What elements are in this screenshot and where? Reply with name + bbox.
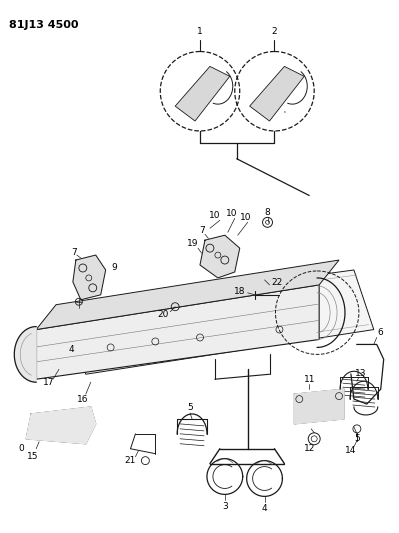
Text: 13: 13 [355,369,367,378]
Text: 6: 6 [378,328,383,337]
Polygon shape [175,67,230,121]
Text: 5: 5 [187,402,193,411]
Text: 10: 10 [209,211,221,220]
Text: 11: 11 [304,375,315,384]
Text: 4: 4 [68,345,74,354]
Text: 21: 21 [125,456,136,465]
Text: 20: 20 [158,310,169,319]
Text: 12: 12 [304,444,315,453]
Text: 19: 19 [187,239,199,248]
Text: 3: 3 [222,502,228,511]
Text: 2: 2 [272,27,277,36]
Text: 7: 7 [199,226,205,235]
Text: 81J13 4500: 81J13 4500 [9,20,79,30]
Polygon shape [36,260,339,329]
Text: 18: 18 [234,287,245,296]
Text: 15: 15 [28,452,39,461]
Polygon shape [61,270,374,374]
Text: 0: 0 [18,444,24,453]
Text: 10: 10 [240,213,251,222]
Text: 1: 1 [197,27,203,36]
Polygon shape [73,255,106,300]
Polygon shape [294,389,344,424]
Text: 10: 10 [226,209,237,218]
Text: 4: 4 [262,504,267,513]
Polygon shape [250,67,304,121]
Text: 22: 22 [272,278,283,287]
Text: 14: 14 [345,446,357,455]
Text: ': ' [283,110,285,116]
Polygon shape [36,285,319,379]
Text: 5: 5 [354,434,360,443]
Text: 7: 7 [71,248,77,256]
Text: 17: 17 [43,378,55,386]
Text: 9: 9 [112,263,117,272]
Text: 8: 8 [265,208,271,217]
Polygon shape [26,407,96,444]
Polygon shape [200,235,240,278]
Text: 16: 16 [77,394,89,403]
Polygon shape [14,327,36,382]
